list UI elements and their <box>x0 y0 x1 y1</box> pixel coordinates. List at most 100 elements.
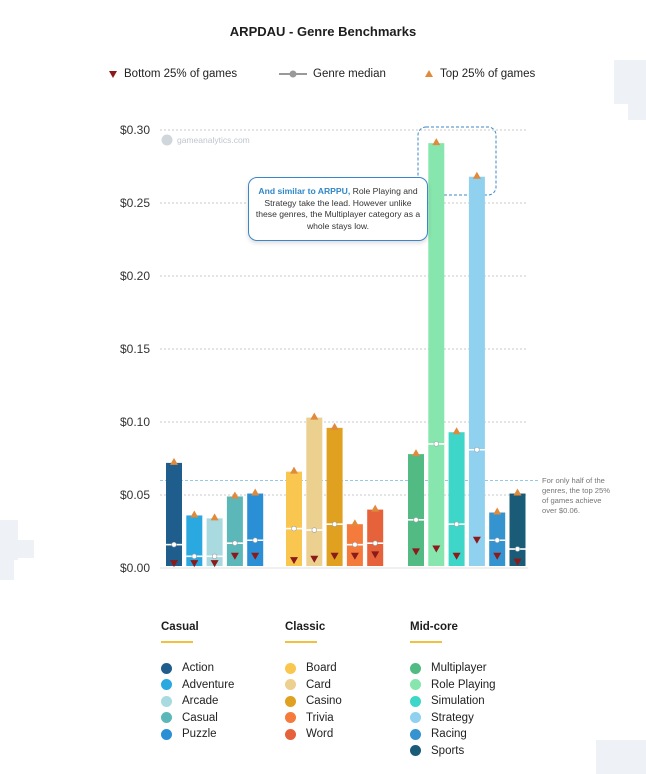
y-tick-label: $0.15 <box>120 342 150 356</box>
top-marker <box>190 510 199 518</box>
legend-item: Strategy <box>410 710 540 727</box>
legend-item-label: Arcade <box>182 695 219 708</box>
color-swatch-icon <box>410 662 421 674</box>
color-swatch-icon <box>285 662 296 674</box>
bar-adventure <box>186 510 203 568</box>
legend-item-label: Word <box>306 728 334 741</box>
bar-strategy <box>468 171 485 566</box>
top-marker <box>310 412 319 420</box>
legend-item-label: Casino <box>306 695 342 708</box>
bar-sports <box>509 488 526 566</box>
bottom-marker <box>452 552 461 560</box>
bottom-marker <box>350 552 359 560</box>
bar <box>468 176 485 566</box>
bar <box>408 454 424 566</box>
decoration-block <box>0 520 18 560</box>
legend-group-casual: Casual Action Adventure Arcade Casual Puzzle <box>161 621 291 743</box>
bar-casino <box>326 422 343 566</box>
bar <box>367 509 384 566</box>
legend-top-label: Top 25% of games <box>440 68 536 80</box>
bottom-marker <box>230 552 239 560</box>
top-marker <box>371 504 380 512</box>
color-swatch-icon <box>410 712 421 724</box>
top-marker <box>251 488 260 496</box>
bar <box>428 143 445 566</box>
legend-item: Casual <box>161 710 291 727</box>
top-marker <box>230 491 239 499</box>
legend-item-label: Casual <box>182 711 218 724</box>
median-marker <box>191 553 198 560</box>
median-marker <box>372 540 378 546</box>
bottom-marker <box>432 545 441 553</box>
bar-puzzle <box>247 488 264 566</box>
legend-item-label: Racing <box>431 728 467 741</box>
legend-item: Arcade <box>161 693 291 710</box>
top-marker <box>472 171 481 179</box>
legend-item: Word <box>285 726 415 743</box>
highlight-box <box>417 126 497 196</box>
group-divider <box>285 641 317 643</box>
y-tick-label: $0.05 <box>120 488 150 502</box>
legend-item-label: Sports <box>431 744 465 757</box>
chart-title: ARPDAU - Genre Benchmarks <box>229 24 417 39</box>
legend-item-label: Multiplayer <box>431 662 487 675</box>
median-marker <box>311 527 317 533</box>
bottom-marker <box>330 552 339 560</box>
median-line-icon <box>279 70 307 78</box>
decoration-block <box>614 60 646 104</box>
bottom-marker <box>251 552 260 560</box>
top-marker <box>170 457 178 465</box>
top-marker <box>210 513 219 521</box>
bottom-marker <box>190 560 199 568</box>
bottom-marker <box>412 548 420 556</box>
legend-group-classic: Classic Board Card Casino Trivia Word <box>285 621 415 743</box>
top-marker <box>350 519 359 527</box>
group-title: Mid-core <box>410 621 458 633</box>
legend-item: Adventure <box>161 677 291 694</box>
legend-group-midcore: Mid-core Multiplayer Role Playing Simulati… <box>410 621 540 759</box>
group-title: Casual <box>161 621 199 633</box>
legend-item-label: Strategy <box>431 711 474 724</box>
color-swatch-icon <box>161 662 172 674</box>
legend-item: Casino <box>285 693 415 710</box>
legend-bottom-label: Bottom 25% of games <box>124 68 238 80</box>
group-divider <box>161 641 193 643</box>
legend-item-label: Board <box>306 662 337 675</box>
bar <box>509 493 526 566</box>
bottom-marker <box>170 560 178 568</box>
decoration-block <box>596 740 646 774</box>
bar-word <box>367 504 384 566</box>
color-swatch-icon <box>285 679 296 691</box>
decoration-block <box>18 540 34 558</box>
watermark-text: gameanalytics.com <box>177 135 250 145</box>
color-swatch-icon <box>410 728 421 740</box>
bar <box>206 518 223 566</box>
bar-casual <box>226 491 243 566</box>
down-triangle-icon <box>109 71 117 78</box>
bar <box>448 432 465 566</box>
group-title: Classic <box>285 621 326 633</box>
legend-item: Board <box>285 660 415 677</box>
bottom-marker <box>210 560 219 568</box>
legend-item: Puzzle <box>161 726 291 743</box>
top-marker <box>412 449 420 457</box>
decoration-block <box>0 560 14 580</box>
median-marker <box>474 447 480 453</box>
top-marker <box>452 427 461 435</box>
decoration-block <box>628 104 646 120</box>
top-marker <box>330 422 339 430</box>
legend-top: Top 25% of games <box>424 68 535 80</box>
bar-action <box>166 457 182 568</box>
bottom-marker <box>290 557 298 565</box>
legend-item: Sports <box>410 743 540 760</box>
bar <box>286 471 302 566</box>
legend-item: Action <box>161 660 291 677</box>
legend-item-label: Adventure <box>182 678 235 691</box>
y-tick-label: $0.10 <box>120 415 150 429</box>
legend-item-label: Action <box>182 662 214 675</box>
reference-note: For only half of the genres, the top 25%… <box>542 476 610 515</box>
legend-median-label: Genre median <box>313 68 386 80</box>
legend-item-label: Role Playing <box>431 678 496 691</box>
bottom-marker <box>493 552 502 560</box>
bar-role-playing <box>428 138 445 566</box>
